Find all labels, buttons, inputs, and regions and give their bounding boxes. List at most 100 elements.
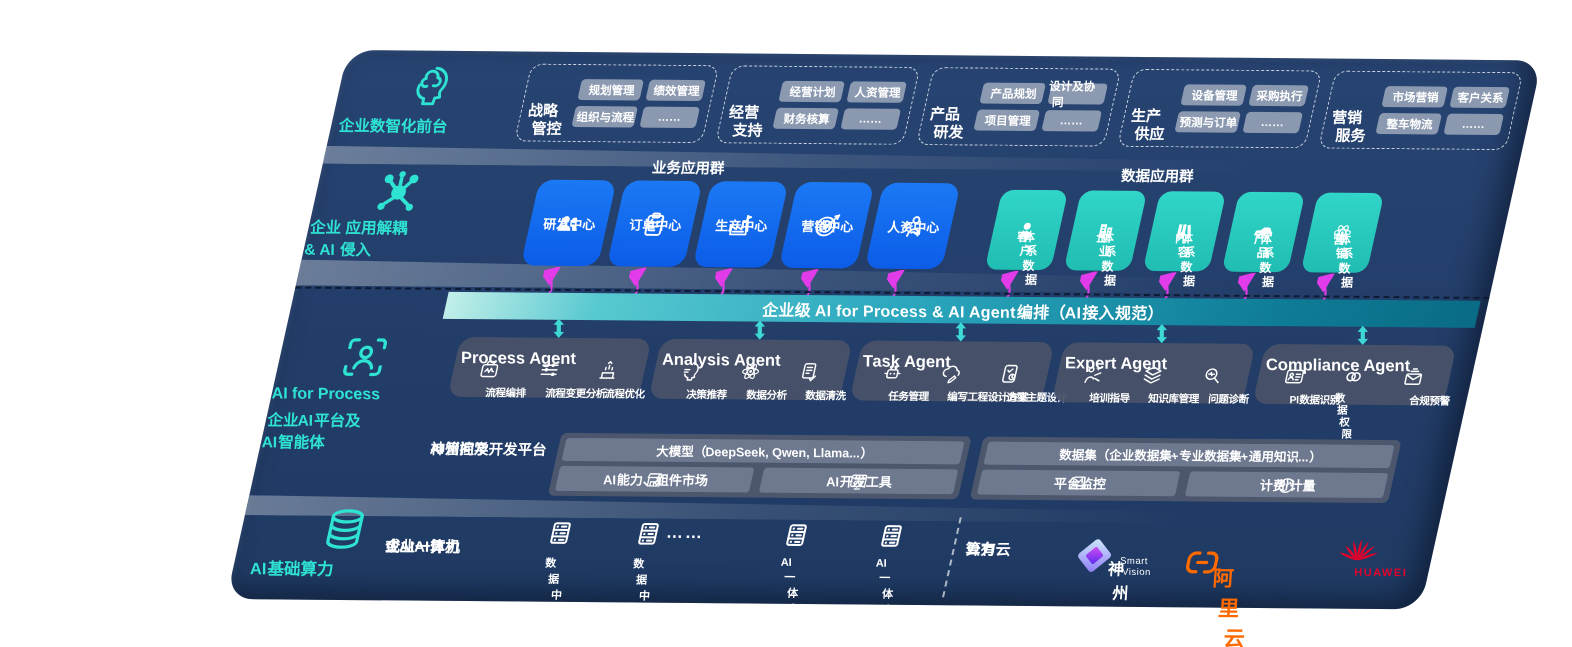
group-title-text: 经营支持 [726, 104, 763, 140]
center-label: 人资中心 [885, 219, 941, 235]
front-office-group-product: 产品研发 产品规划 设计及协同 项目管理 …… [916, 67, 1122, 147]
front-office-group-marketing: 营销服务 市场营销 客户关系 整车物流 …… [1318, 70, 1524, 151]
front-office-item: 绩效管理 [645, 79, 706, 102]
item-label: 经营计划 [787, 86, 836, 99]
agent-item-text: 数据清洗 [803, 389, 847, 403]
ai-layer-label-line3: AI智能体 [259, 434, 326, 452]
business-group-title-text: 业务应用群 [649, 160, 725, 178]
public-cloud-label: 公有云 算力 [963, 539, 1069, 558]
front-office-item: 项目管理 [973, 109, 1040, 132]
ai-layer-label: 企业AI平台及 [265, 408, 457, 430]
agent-item: 流程优化 [577, 359, 645, 401]
front-office-group-operation: 经营支持 经营计划 人资管理 财务核算 …… [715, 65, 921, 145]
front-office-item: 市场营销 [1381, 86, 1448, 108]
group-items: 规划管理 绩效管理 组织与流程 …… [571, 79, 706, 129]
agent-item: 编写工程设计方案 [920, 362, 1028, 404]
front-office-item: 财务核算 [772, 107, 839, 130]
workflow-box-icon [476, 358, 503, 380]
group-items: 设备管理 采购执行 预测与订单 …… [1174, 84, 1309, 134]
front-office-item: 人资管理 [846, 81, 907, 103]
dataset-bar: 数据集（企业数据集+专业数据集+通用知识...） [983, 441, 1395, 469]
data-systems-row: 客户数据 体系 企业数据 体系 内容数据 体系 [984, 189, 1385, 304]
platform-monitor-tool: 平台监控 [976, 469, 1181, 497]
front-office-item: 客户关系 [1449, 86, 1510, 109]
model-bar: 大模型（DeepSeek, Qwen, Llama...） [561, 437, 965, 465]
agent-item-text: 流程变更分析 [543, 387, 606, 401]
platform-tools-row: AI能力、组件市场 AI开发工具 [554, 465, 959, 495]
infra-label-text: AI基础算力 [248, 560, 334, 579]
double-arrow-icon [1156, 323, 1168, 344]
cloud-edit-icon [938, 362, 965, 384]
mail-alert-icon [1400, 366, 1427, 388]
double-arrow-icon [754, 320, 765, 340]
vendor-subtitle-text: Smart Vision [1119, 555, 1152, 579]
center-marketing: 营销中心 [778, 181, 875, 300]
agent-item-text: 问题诊断 [1206, 393, 1249, 406]
agent-item-text: 流程编排 [483, 387, 527, 400]
ai-layer-label-line2: 企业AI平台及 [264, 412, 361, 431]
vendor-smart-vision: 神州问学 Smart Vision [1069, 534, 1152, 647]
agent-title: Expert Agent [1063, 354, 1248, 373]
optimize-spark-icon [595, 359, 622, 381]
front-office-item: 设备管理 [1180, 84, 1247, 106]
center-label: 生产中心 [713, 217, 769, 234]
order-center-card: 订单中心 [606, 180, 703, 267]
agent-items: PI数据识别 数据权限 & 安全 合规预警 [1260, 365, 1450, 477]
agent-title: Analysis Agent [660, 351, 845, 370]
molecule-icon [369, 168, 428, 216]
rings-icon [1341, 366, 1368, 388]
robot-icon [879, 362, 906, 384]
tool-label: AI能力、组件市场 [601, 472, 709, 489]
agent-items: 任务管理 编写工程设计方案 造型主题设计 [857, 362, 1068, 404]
item-label: …… [1260, 116, 1286, 129]
agent-item: 任务管理 [860, 362, 929, 403]
front-office-item: 组织与流程 [571, 105, 638, 128]
agent-item-text: 流程优化 [602, 388, 646, 401]
tool-label: 平台监控 [1051, 476, 1107, 492]
center-label: 订单中心 [627, 216, 683, 233]
server-icon [630, 519, 667, 549]
huawei-logo [1335, 529, 1385, 565]
agent-title: Task Agent [862, 352, 1046, 371]
training-icon [1080, 363, 1107, 385]
front-office-label-text: 企业数智化前台 [336, 117, 448, 136]
server-icon [778, 520, 815, 550]
node-label-text: AI一体机 [874, 557, 897, 617]
enterprise-data-card: 企业数据 体系 [1063, 190, 1148, 288]
node-label-text: 数据中心 [631, 558, 654, 619]
item-label: 人资管理 [852, 86, 901, 100]
item-label: 项目管理 [982, 115, 1031, 128]
agent-items: 决策推荐 数据分析 数据清洗 [656, 360, 846, 402]
infra-divider [942, 517, 962, 598]
system-enterprise-data: 企业数据 体系 [1063, 190, 1148, 302]
ai-layer-label: AI for Process [270, 385, 462, 403]
front-office-item: 整车物流 [1375, 113, 1442, 135]
agent-item-text: 知识库管理 [1146, 392, 1200, 406]
ai-market-tool: AI能力、组件市场 [554, 465, 755, 493]
item-label: 产品规划 [988, 88, 1037, 101]
vendor-name-text: 阿里云 [1208, 567, 1246, 647]
center-order: 订单中心 [606, 180, 703, 298]
item-label: 设备管理 [1189, 89, 1238, 103]
sliders-icon [536, 359, 563, 381]
group-title-text: 战略管控 [525, 102, 562, 138]
tablet-design-icon [998, 363, 1025, 385]
front-office-item: …… [1242, 111, 1303, 134]
agent-item: PI数据识别 [1263, 365, 1340, 407]
front-office-item: 采购执行 [1248, 84, 1309, 107]
node-ai-appliance-1: AI一体机 [754, 520, 838, 616]
front-office-item: …… [1443, 113, 1504, 136]
server-icon [873, 521, 910, 551]
system-product-data: 产品数据 体系 [1221, 191, 1306, 303]
enterprise-compute-label: 企业AI算力 或AI一体机 [382, 536, 528, 556]
data-group-title-text: 数据应用群 [1118, 168, 1194, 186]
server-icon [542, 518, 579, 548]
group-title-text: 营销服务 [1329, 109, 1366, 145]
app-layer-label-line1: 企业 应用解耦 [307, 219, 408, 238]
business-centers-row: 研发中心 订单中心 生产中心 [520, 179, 961, 300]
center-label: 研发中心 [541, 216, 597, 232]
atom-icon [737, 360, 764, 382]
agent-item: 造型主题设计 [979, 363, 1068, 404]
scan-person-icon [337, 334, 393, 380]
agent-item: 合规预警 [1382, 366, 1450, 408]
